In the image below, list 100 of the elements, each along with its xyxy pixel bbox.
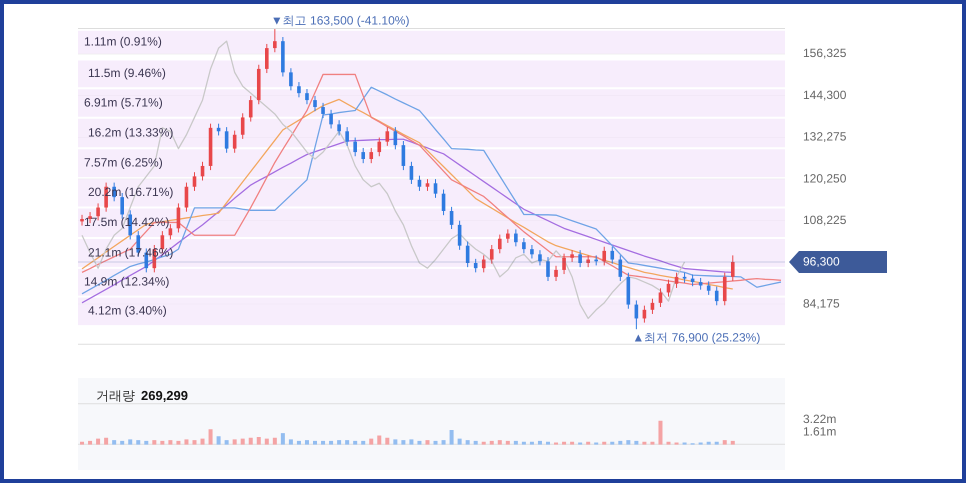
candlestick — [466, 241, 470, 268]
bar — [329, 440, 334, 445]
candlestick — [730, 254, 735, 282]
candlestick — [377, 137, 382, 157]
candlestick — [522, 238, 526, 254]
bar — [586, 442, 590, 445]
bar — [248, 438, 253, 445]
candlestick — [674, 272, 678, 288]
bar — [409, 439, 414, 445]
bar — [304, 440, 309, 445]
candlestick — [353, 137, 357, 157]
candlestick — [562, 253, 566, 275]
candlestick — [192, 172, 196, 192]
bar — [192, 440, 197, 445]
y-tick-label: 144,300 — [803, 88, 847, 102]
candlestick — [369, 147, 374, 164]
candlestick — [305, 88, 309, 105]
bar — [706, 442, 711, 445]
candlestick — [216, 123, 220, 136]
candlestick — [200, 161, 204, 182]
bar — [176, 440, 180, 445]
candlestick — [273, 28, 277, 53]
bar — [466, 440, 470, 445]
chart-title: 거래량 — [96, 388, 135, 404]
candlestick — [578, 250, 582, 268]
y-tick-label: 108,225 — [803, 212, 847, 227]
candlestick — [506, 228, 510, 244]
y-tick-label: 3.22m — [803, 412, 836, 426]
y-tick-label: 132,275 — [803, 130, 847, 144]
candlestick — [690, 274, 694, 287]
bar — [450, 430, 454, 445]
bar — [112, 440, 116, 445]
bar — [610, 442, 614, 445]
bar — [144, 440, 148, 445]
bar — [498, 440, 502, 445]
candlestick — [666, 279, 670, 298]
candlestick — [80, 214, 84, 226]
bar — [208, 429, 213, 445]
candlestick — [490, 244, 494, 264]
candlestick — [546, 256, 550, 282]
chart-subtitle: 269,299 — [141, 388, 188, 404]
band-label: 11.5m (9.46%) — [88, 66, 166, 80]
ref-line-label: 96,300 — [803, 254, 840, 268]
bar — [104, 438, 108, 445]
bar — [168, 440, 172, 445]
bar — [256, 437, 261, 445]
bar — [522, 442, 526, 445]
bar — [136, 440, 140, 445]
candlestick — [426, 178, 430, 192]
bar — [425, 440, 430, 445]
annotation: ▼최고 163,500 (-41.10%) — [270, 13, 410, 28]
bar — [224, 440, 229, 445]
candlestick — [434, 178, 438, 198]
bar — [714, 442, 719, 445]
candlestick — [474, 258, 478, 273]
bar — [160, 440, 164, 445]
bar — [474, 440, 478, 445]
band-label: 6.91m (5.71%) — [84, 95, 163, 110]
candlestick — [698, 277, 702, 290]
bar — [80, 442, 84, 445]
bar — [658, 420, 662, 445]
bar — [369, 438, 374, 445]
bar — [232, 439, 237, 445]
bar — [562, 442, 566, 445]
candlestick — [570, 250, 574, 262]
y-tick-label: 84,175 — [803, 296, 840, 310]
bar — [650, 442, 654, 445]
candlestick — [313, 95, 317, 112]
candlestick — [642, 305, 646, 324]
bar — [730, 440, 735, 445]
candlestick — [530, 244, 534, 259]
bar — [417, 440, 422, 445]
candlestick — [482, 254, 486, 273]
candlestick — [240, 112, 245, 140]
candlestick — [658, 288, 662, 308]
y-tick-label: 156,325 — [803, 46, 847, 60]
bar — [434, 440, 438, 445]
bar — [280, 433, 285, 445]
candlestick — [224, 126, 228, 154]
y-tick-label: 1.61m — [803, 424, 836, 439]
candlestick — [394, 126, 398, 150]
bar — [401, 440, 406, 445]
bar — [321, 440, 326, 445]
bar — [722, 440, 727, 445]
y-tick-label: 120,250 — [803, 171, 847, 186]
bar — [490, 440, 494, 445]
candlestick — [586, 254, 590, 268]
candlestick — [602, 246, 606, 266]
bar — [200, 438, 205, 445]
candlestick — [706, 280, 710, 296]
candlestick — [650, 298, 654, 314]
band-label: 4.12m (3.40%) — [88, 304, 167, 318]
candlestick — [264, 43, 269, 74]
bar — [458, 438, 462, 445]
band-label: 16.2m (13.33%) — [88, 125, 174, 140]
candlestick — [386, 126, 390, 146]
candlestick — [176, 202, 180, 233]
bar — [88, 440, 92, 445]
bar — [666, 442, 671, 445]
candlestick — [618, 254, 622, 282]
